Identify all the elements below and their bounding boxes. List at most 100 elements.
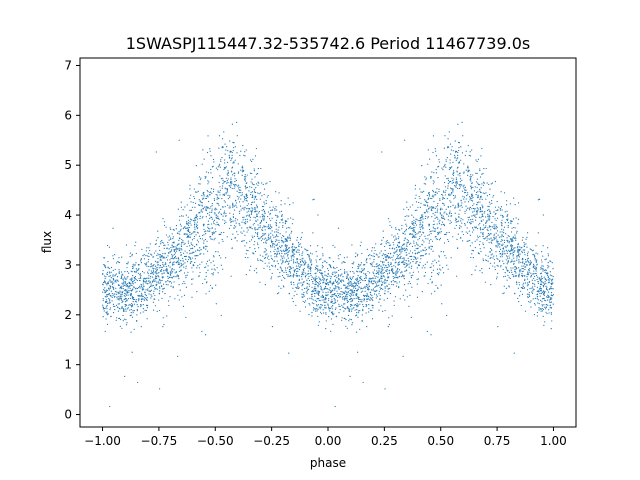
data-point <box>328 299 330 302</box>
data-point <box>481 228 484 230</box>
data-point <box>503 250 505 252</box>
data-point <box>300 236 303 238</box>
data-point <box>218 165 220 167</box>
data-point <box>459 178 462 180</box>
data-point <box>158 292 160 294</box>
data-point <box>353 307 355 309</box>
data-point <box>259 259 261 261</box>
data-point <box>125 290 127 292</box>
data-point <box>306 250 308 252</box>
data-point <box>503 276 505 278</box>
data-point <box>144 291 146 293</box>
data-point <box>120 297 122 300</box>
data-point <box>112 269 114 272</box>
data-point <box>428 247 430 249</box>
data-point <box>422 215 424 218</box>
data-point <box>281 214 283 216</box>
data-point <box>249 216 252 218</box>
data-point <box>114 254 116 256</box>
data-point <box>139 294 141 297</box>
data-point <box>280 219 282 221</box>
data-point <box>193 251 195 253</box>
data-point <box>381 254 383 257</box>
data-point <box>146 307 149 309</box>
data-point <box>277 248 279 250</box>
data-point <box>406 244 408 246</box>
data-point <box>197 227 199 229</box>
data-point <box>367 295 369 298</box>
data-point <box>394 259 397 261</box>
data-point <box>381 267 383 269</box>
data-point <box>275 219 278 221</box>
data-point <box>303 281 305 284</box>
data-point <box>117 261 119 263</box>
data-point <box>223 167 226 169</box>
data-point <box>210 206 212 208</box>
data-point <box>180 244 182 246</box>
data-point <box>418 195 420 198</box>
data-point <box>436 192 438 194</box>
data-point <box>457 202 459 204</box>
data-point <box>540 308 542 310</box>
data-point <box>105 299 107 301</box>
data-point <box>319 285 322 287</box>
data-point <box>135 299 138 301</box>
data-point <box>304 300 307 302</box>
data-point <box>445 189 447 191</box>
data-point <box>456 167 459 169</box>
data-point <box>534 304 536 306</box>
data-point <box>263 267 265 269</box>
data-point <box>389 244 391 246</box>
data-point <box>199 247 201 249</box>
data-point <box>369 272 371 274</box>
data-point <box>267 215 269 218</box>
data-point <box>407 264 409 266</box>
data-point <box>264 257 267 259</box>
data-point <box>430 334 432 336</box>
data-point <box>444 194 447 196</box>
data-point <box>126 322 128 324</box>
data-point <box>541 281 543 283</box>
data-point <box>532 263 535 265</box>
data-point <box>323 312 325 314</box>
data-point <box>433 227 435 230</box>
data-point <box>499 253 501 255</box>
data-point <box>527 260 529 263</box>
data-point <box>538 278 540 280</box>
data-point <box>467 169 469 171</box>
data-point <box>524 279 526 282</box>
data-point <box>135 270 137 273</box>
data-point <box>399 250 401 253</box>
data-point <box>410 275 412 277</box>
data-point <box>256 272 258 274</box>
data-point <box>127 287 129 289</box>
data-point <box>218 181 220 184</box>
data-point <box>190 243 193 245</box>
data-point <box>415 201 418 203</box>
data-point <box>320 296 322 298</box>
data-point <box>251 207 253 209</box>
data-point <box>466 221 469 223</box>
data-point <box>215 217 218 219</box>
data-point <box>124 270 126 273</box>
data-point <box>518 281 520 284</box>
data-point <box>140 277 142 279</box>
data-point <box>469 234 471 236</box>
data-point <box>266 196 268 198</box>
data-point <box>459 209 461 211</box>
data-point <box>447 215 450 217</box>
data-point <box>205 206 207 208</box>
data-point <box>119 284 121 286</box>
data-point <box>391 226 393 228</box>
data-point <box>426 201 428 204</box>
data-point <box>334 246 336 248</box>
data-point <box>195 215 197 217</box>
data-point <box>240 150 242 152</box>
data-point <box>518 284 521 286</box>
data-point <box>350 289 352 291</box>
data-point <box>525 264 528 266</box>
data-point <box>257 235 259 237</box>
data-point <box>496 276 498 278</box>
data-point <box>447 240 450 242</box>
data-point <box>413 235 415 237</box>
